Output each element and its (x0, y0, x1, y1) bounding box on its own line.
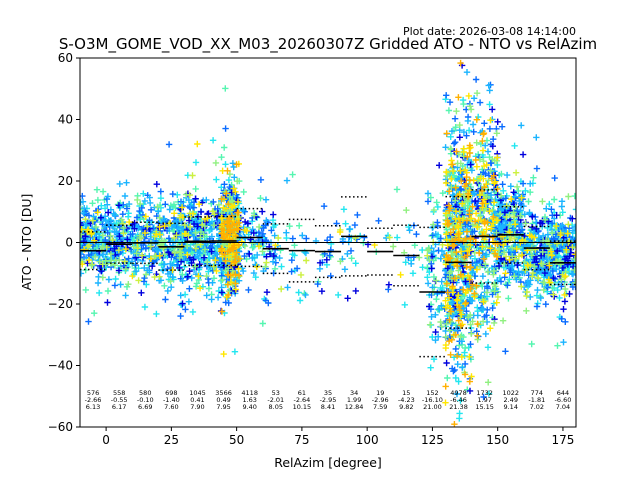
bin-count-label-13: 152 (426, 389, 438, 397)
bin-count-label-15: 1732 (476, 389, 493, 397)
bin-std-label-15: 15.15 (475, 403, 494, 411)
x-tick-label-0: 0 (102, 433, 110, 447)
bin-count-label-7: 53 (272, 389, 280, 397)
bin-count-label-17: 774 (531, 389, 543, 397)
bin-std-label-17: 7.02 (530, 403, 544, 411)
bin-std-label-0: 6.13 (86, 403, 100, 411)
bin-std-label-14: 21.38 (449, 403, 468, 411)
x-tick-label-7: 175 (551, 433, 574, 447)
y-tick-label-3: 0 (65, 236, 73, 250)
x-tick-label-3: 75 (294, 433, 309, 447)
bin-count-label-4: 1045 (189, 389, 206, 397)
bin-stat-labels: 576-2.666.13558-0.556.17580-0.106.69698-… (85, 389, 572, 411)
bin-std-label-2: 6.69 (138, 403, 152, 411)
bin-count-label-16: 1022 (502, 389, 519, 397)
bin-std-label-1: 6.17 (112, 403, 126, 411)
bin-statistics (80, 189, 576, 358)
bin-std-label-5: 7.95 (216, 403, 230, 411)
bin-std-label-13: 21.00 (423, 403, 442, 411)
bin-mean-label-13: -16.10 (422, 396, 443, 404)
bin-std-label-7: 8.05 (269, 403, 283, 411)
y-axis-ticks: −60 −40 −20 0 20 40 60 (48, 51, 80, 434)
bin-mean-label-12: -4.23 (398, 396, 415, 404)
bin-mean-label-14: -6.46 (450, 396, 467, 404)
bin-mean-label-9: -2.95 (320, 396, 337, 404)
x-axis-ticks: 0 25 50 75 100 125 150 175 (102, 427, 574, 447)
bin-mean-label-3: -1.40 (163, 396, 180, 404)
x-tick-label-1: 25 (164, 433, 179, 447)
bin-std-label-12: 9.82 (399, 403, 413, 411)
bin-count-label-14: 4978 (450, 389, 467, 397)
y-tick-label-1: −40 (48, 359, 73, 373)
bin-mean-label-1: -0.55 (111, 396, 128, 404)
bin-std-label-9: 8.41 (321, 403, 335, 411)
bin-mean-label-17: -1.81 (528, 396, 545, 404)
bin-mean-label-18: -6.60 (555, 396, 572, 404)
chart-title: S-O3M_GOME_VOD_XX_M03_20260307Z Gridded … (59, 35, 597, 54)
bin-count-label-18: 644 (557, 389, 569, 397)
bin-mean-label-11: -2.96 (372, 396, 389, 404)
bin-std-label-16: 9.14 (503, 403, 517, 411)
y-tick-label-0: −60 (48, 420, 73, 434)
bin-count-label-8: 61 (298, 389, 306, 397)
bin-mean-label-8: -2.64 (293, 396, 310, 404)
bin-mean-label-15: 1.97 (477, 396, 491, 404)
bin-std-label-4: 7.90 (190, 403, 204, 411)
bin-mean-label-5: 0.49 (216, 396, 230, 404)
bin-count-label-0: 576 (87, 389, 99, 397)
bin-count-label-2: 580 (139, 389, 151, 397)
bin-std-label-10: 12.84 (345, 403, 364, 411)
y-tick-label-4: 20 (58, 174, 73, 188)
bin-count-label-5: 3566 (215, 389, 232, 397)
bin-std-label-8: 10.15 (293, 403, 312, 411)
bin-count-label-11: 19 (376, 389, 384, 397)
plot-date: Plot date: 2026-03-08 14:14:00 (403, 25, 576, 38)
x-tick-label-2: 50 (229, 433, 244, 447)
bin-std-label-6: 9.40 (242, 403, 256, 411)
x-tick-label-6: 150 (486, 433, 509, 447)
x-tick-label-5: 125 (421, 433, 444, 447)
x-axis-label: RelAzim [degree] (274, 455, 382, 470)
y-tick-label-5: 40 (58, 113, 73, 127)
y-tick-label-6: 60 (58, 51, 73, 65)
bin-count-label-6: 4118 (241, 389, 258, 397)
scatter-points (80, 59, 576, 427)
bin-count-label-10: 34 (350, 389, 358, 397)
bin-mean-label-16: 2.49 (503, 396, 517, 404)
bin-mean-label-7: -2.01 (267, 396, 284, 404)
y-tick-label-2: −20 (48, 297, 73, 311)
bin-count-label-9: 35 (324, 389, 332, 397)
bin-std-label-18: 7.04 (556, 403, 570, 411)
bin-mean-label-10: 1.99 (347, 396, 361, 404)
bin-mean-label-6: 1.63 (242, 396, 256, 404)
bin-std-label-3: 7.60 (164, 403, 178, 411)
bin-std-label-11: 7.59 (373, 403, 387, 411)
bin-mean-label-4: 0.41 (190, 396, 204, 404)
bin-count-label-3: 698 (165, 389, 177, 397)
y-axis-label: ATO - NTO [DU] (19, 194, 34, 291)
x-tick-label-4: 100 (356, 433, 379, 447)
bin-mean-label-2: -0.10 (137, 396, 154, 404)
bin-mean-label-0: -2.66 (85, 396, 102, 404)
bin-count-label-1: 558 (113, 389, 125, 397)
bin-count-label-12: 15 (402, 389, 410, 397)
